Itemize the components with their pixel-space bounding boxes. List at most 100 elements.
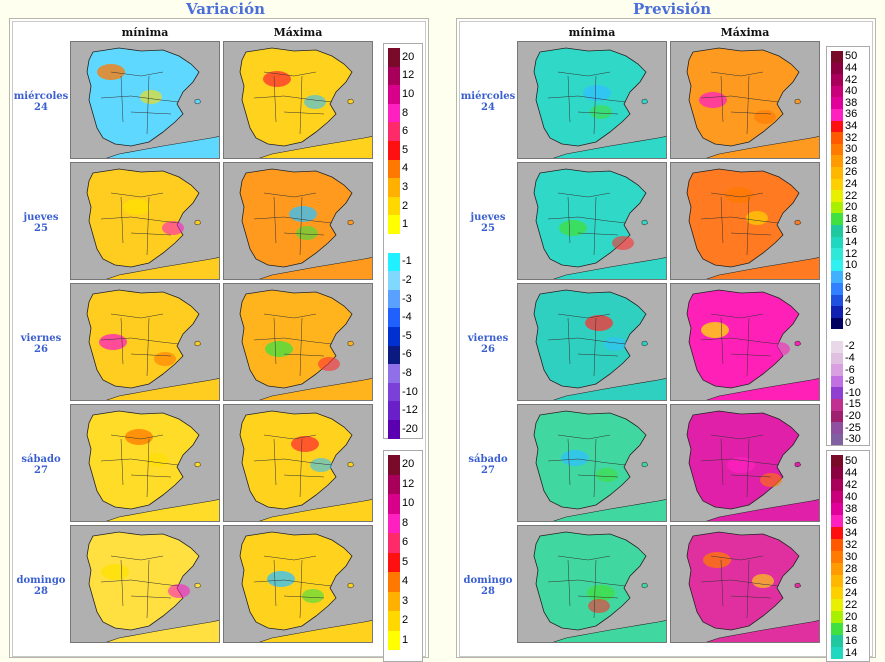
legend-label: 24 xyxy=(845,177,858,190)
legend-swatch xyxy=(831,248,843,260)
legend-swatch xyxy=(831,341,843,353)
prevision-map-maxima-27[interactable] xyxy=(670,404,820,522)
legend-label: 16 xyxy=(845,634,858,647)
prevision-legend-scale: 50 44 42 40 38 36 34 32 30 28 26 24 22 20 18 16 14 12 10 8 6… xyxy=(826,46,870,446)
variacion-map-maxima-28[interactable] xyxy=(223,525,373,643)
legend-swatch xyxy=(388,196,400,216)
legend-swatch xyxy=(831,62,843,75)
legend-label: 10 xyxy=(402,497,415,510)
legend-swatch xyxy=(831,503,843,515)
day-name: viernes xyxy=(467,333,509,344)
legend-label: 38 xyxy=(845,96,858,109)
day-name: sábado xyxy=(21,454,61,465)
legend-swatch xyxy=(831,387,843,399)
legend-swatch xyxy=(831,410,843,423)
legend-swatch xyxy=(831,515,843,527)
variacion-map-minima-28[interactable] xyxy=(70,525,220,643)
variacion-panel: mínima Máxima miércoles 24 jueves 25 viernes… xyxy=(9,18,429,662)
legend-label: -6 xyxy=(845,363,855,376)
legend-swatch xyxy=(831,433,843,446)
day-number: 28 xyxy=(481,586,495,597)
legend-label: -6 xyxy=(402,348,412,361)
legend-label: 30 xyxy=(845,143,858,156)
legend-swatch xyxy=(831,306,843,318)
day-name: sábado xyxy=(468,454,508,465)
legend-swatch xyxy=(831,178,843,191)
legend-swatch xyxy=(388,252,400,272)
legend-swatch xyxy=(388,513,400,533)
legend-label: 36 xyxy=(845,108,858,121)
day-name: miércoles xyxy=(460,91,516,102)
legend-label: -30 xyxy=(845,433,861,446)
legend-swatch xyxy=(831,611,843,623)
day-number: 25 xyxy=(481,223,495,234)
variacion-map-maxima-24[interactable] xyxy=(223,41,373,159)
legend-swatch xyxy=(831,575,843,587)
legend-label: 40 xyxy=(845,85,858,98)
legend-label: 26 xyxy=(845,166,858,179)
prevision-map-minima-24[interactable] xyxy=(517,41,667,159)
day-label-25: jueves 25 xyxy=(460,212,516,234)
legend-label: 34 xyxy=(845,526,858,539)
prevision-map-maxima-28[interactable] xyxy=(670,525,820,643)
legend-swatch xyxy=(831,109,843,121)
day-label-26: viernes 26 xyxy=(13,333,69,355)
legend-swatch xyxy=(388,345,400,365)
column-header-minima: mínima xyxy=(568,26,616,39)
legend-label: 40 xyxy=(845,490,858,503)
legend-swatch xyxy=(831,491,843,503)
legend-label: 20 xyxy=(845,610,858,623)
prevision-map-minima-27[interactable] xyxy=(517,404,667,522)
legend-label: 2 xyxy=(845,305,852,318)
legend-swatch xyxy=(388,66,400,86)
legend-label: 12 xyxy=(402,477,415,490)
legend-swatch xyxy=(831,132,843,144)
legend-swatch xyxy=(388,494,400,514)
legend-label: 10 xyxy=(402,88,415,100)
variacion-legend-scale: 20 12 10 8 6 5 4 3 2 1 -1 -2 -3 -4 -5 -6 -8 -10 -12 -20 xyxy=(383,43,423,439)
legend-swatch xyxy=(388,474,400,494)
variacion-map-maxima-25[interactable] xyxy=(223,162,373,280)
legend-label: 44 xyxy=(845,466,858,479)
legend-label: -15 xyxy=(845,398,861,411)
prevision-map-minima-26[interactable] xyxy=(517,283,667,401)
day-label-26: viernes 26 xyxy=(460,333,516,355)
legend-swatch xyxy=(831,294,843,307)
variacion-map-minima-25[interactable] xyxy=(70,162,220,280)
legend-swatch xyxy=(831,527,843,539)
day-number: 26 xyxy=(34,344,48,355)
legend-label: -4 xyxy=(402,311,412,324)
variacion-map-maxima-27[interactable] xyxy=(223,404,373,522)
legend-swatch xyxy=(388,591,400,611)
variacion-map-minima-24[interactable] xyxy=(70,41,220,159)
legend-label: -4 xyxy=(845,351,855,364)
prevision-map-minima-25[interactable] xyxy=(517,162,667,280)
variacion-map-maxima-26[interactable] xyxy=(223,283,373,401)
day-number: 25 xyxy=(34,223,48,234)
legend-label: 34 xyxy=(845,119,858,132)
prevision-map-maxima-24[interactable] xyxy=(670,41,820,159)
legend-swatch xyxy=(388,401,400,420)
day-number: 24 xyxy=(481,102,495,113)
prevision-map-maxima-26[interactable] xyxy=(670,283,820,401)
legend-swatch xyxy=(831,551,843,563)
legend-label: 20 xyxy=(402,458,415,471)
variacion-map-minima-26[interactable] xyxy=(70,283,220,401)
legend-swatch xyxy=(388,364,400,383)
day-name: miércoles xyxy=(13,91,69,102)
legend-swatch xyxy=(388,572,400,592)
prevision-map-maxima-25[interactable] xyxy=(670,162,820,280)
legend-swatch xyxy=(388,178,400,197)
prevision-title: Previsión xyxy=(633,0,712,18)
day-name: viernes xyxy=(20,333,62,344)
legend-label: 3 xyxy=(402,594,409,607)
legend-swatch xyxy=(388,141,400,160)
variacion-map-minima-27[interactable] xyxy=(70,404,220,522)
legend-label: 10 xyxy=(845,259,858,272)
prevision-map-minima-28[interactable] xyxy=(517,525,667,643)
legend-label: 5 xyxy=(402,555,409,568)
legend-swatch xyxy=(831,236,843,249)
legend-label: 22 xyxy=(845,189,858,202)
legend-label: -5 xyxy=(402,329,412,342)
legend-swatch xyxy=(831,599,843,611)
